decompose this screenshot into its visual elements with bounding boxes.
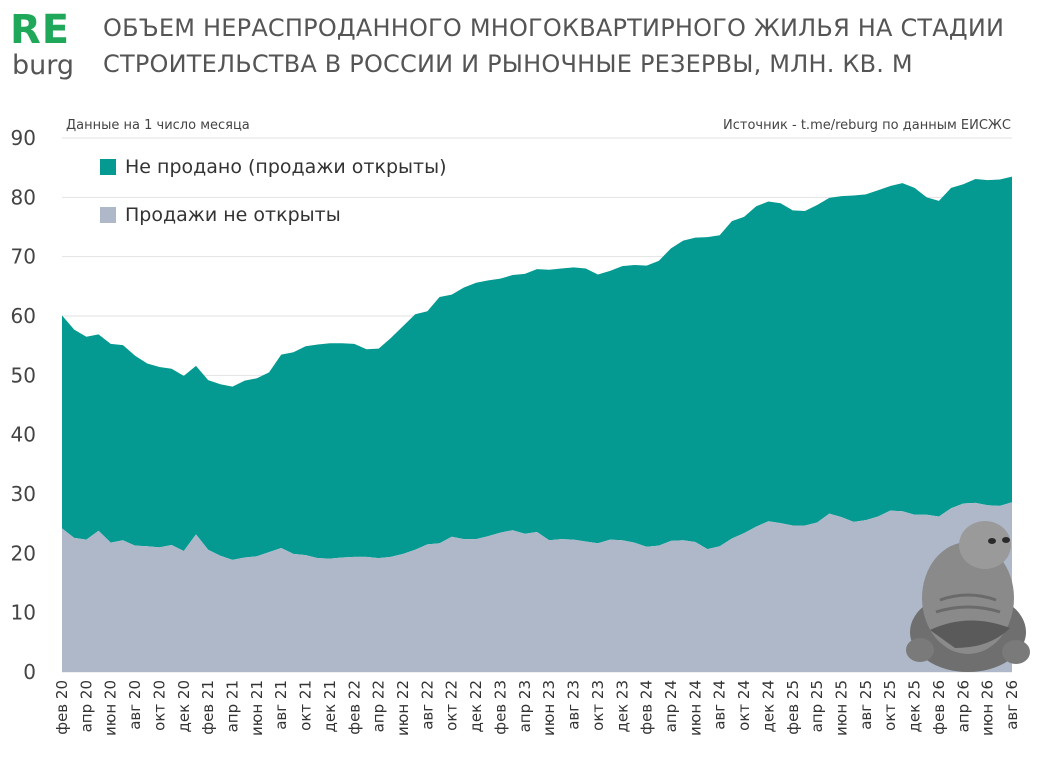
y-tick-label: 10 <box>11 601 36 625</box>
legend: Не продано (продажи открыты) Продажи не … <box>100 152 447 248</box>
y-tick-label: 80 <box>11 185 36 209</box>
x-tick-label: июн 24 <box>686 680 704 736</box>
x-tick-label: окт 24 <box>735 680 753 731</box>
x-tick-label: окт 21 <box>297 680 315 731</box>
x-tick-label: апр 22 <box>370 680 388 732</box>
chart-title: ОБЪЕМ НЕРАСПРОДАННОГО МНОГОКВАРТИРНОГО Ж… <box>103 14 1005 78</box>
legend-label-not-opened: Продажи не открыты <box>125 204 341 226</box>
x-tick-label: июн 22 <box>394 680 412 736</box>
y-tick-label: 60 <box>11 304 36 328</box>
x-tick-label: июн 23 <box>540 680 558 736</box>
x-tick-label: окт 25 <box>881 680 899 731</box>
x-tick-label: дек 25 <box>906 680 924 733</box>
x-tick-label: фев 22 <box>345 680 363 735</box>
legend-item-not-opened: Продажи не открыты <box>100 200 447 230</box>
y-tick-label: 70 <box>11 245 36 269</box>
x-tick-label: авг 24 <box>711 680 729 730</box>
x-tick-label: апр 21 <box>224 680 242 732</box>
x-tick-label: июн 26 <box>979 680 997 736</box>
x-tick-label: фев 26 <box>930 680 948 735</box>
x-tick-label: окт 22 <box>443 680 461 731</box>
x-tick-label: окт 23 <box>589 680 607 731</box>
x-tick-label: авг 26 <box>1003 680 1021 730</box>
x-tick-label: июн 20 <box>102 680 120 736</box>
x-tick-label: фев 21 <box>199 680 217 735</box>
legend-label-open: Не продано (продажи открыты) <box>125 156 447 178</box>
x-tick-label: июн 25 <box>832 680 850 736</box>
logo-re: RE <box>10 7 71 53</box>
x-tick-label: дек 22 <box>467 680 485 733</box>
y-axis-ticks: 0 10 20 30 40 50 60 70 80 90 <box>11 126 36 684</box>
y-tick-label: 20 <box>11 541 36 565</box>
logo-burg: burg <box>12 50 75 81</box>
x-tick-label: апр 23 <box>516 680 534 732</box>
x-tick-label: дек 24 <box>759 680 777 733</box>
y-tick-label: 0 <box>23 660 36 684</box>
x-tick-label: апр 20 <box>77 680 95 732</box>
x-tick-label: фев 20 <box>53 680 71 735</box>
x-tick-label: апр 26 <box>954 680 972 732</box>
x-tick-label: авг 25 <box>857 680 875 730</box>
legend-item-open: Не продано (продажи открыты) <box>100 152 447 182</box>
area-series-open <box>62 176 1012 560</box>
legend-swatch-not-opened <box>100 207 116 223</box>
x-tick-label: дек 20 <box>175 680 193 733</box>
y-tick-label: 90 <box>11 126 36 150</box>
x-tick-label: фев 23 <box>491 680 509 735</box>
mascot-figure-icon <box>906 521 1030 672</box>
x-tick-label: окт 20 <box>150 680 168 731</box>
y-tick-label: 30 <box>11 482 36 506</box>
x-tick-label: апр 24 <box>662 680 680 732</box>
x-tick-label: фев 24 <box>638 680 656 735</box>
legend-swatch-open <box>100 159 116 175</box>
x-tick-label: авг 20 <box>126 680 144 730</box>
x-axis-ticks: фев 20 апр 20 июн 20 авг 20 окт 20 дек 20 фев … <box>53 680 1021 736</box>
x-tick-label: июн 21 <box>248 680 266 736</box>
x-tick-label: дек 21 <box>321 680 339 733</box>
x-tick-label: авг 21 <box>272 680 290 730</box>
source-note: Источник - t.me/reburg по данным ЕИСЖС <box>723 118 1011 133</box>
y-tick-label: 50 <box>11 363 36 387</box>
x-tick-label: апр 25 <box>808 680 826 732</box>
x-tick-label: авг 22 <box>418 680 436 730</box>
x-tick-label: дек 23 <box>613 680 631 733</box>
y-tick-label: 40 <box>11 423 36 447</box>
x-tick-label: фев 25 <box>784 680 802 735</box>
area-series <box>62 176 1012 672</box>
data-date-note: Данные на 1 число месяца <box>66 118 250 133</box>
x-tick-label: авг 23 <box>565 680 583 730</box>
area-series-not-opened <box>62 502 1012 672</box>
